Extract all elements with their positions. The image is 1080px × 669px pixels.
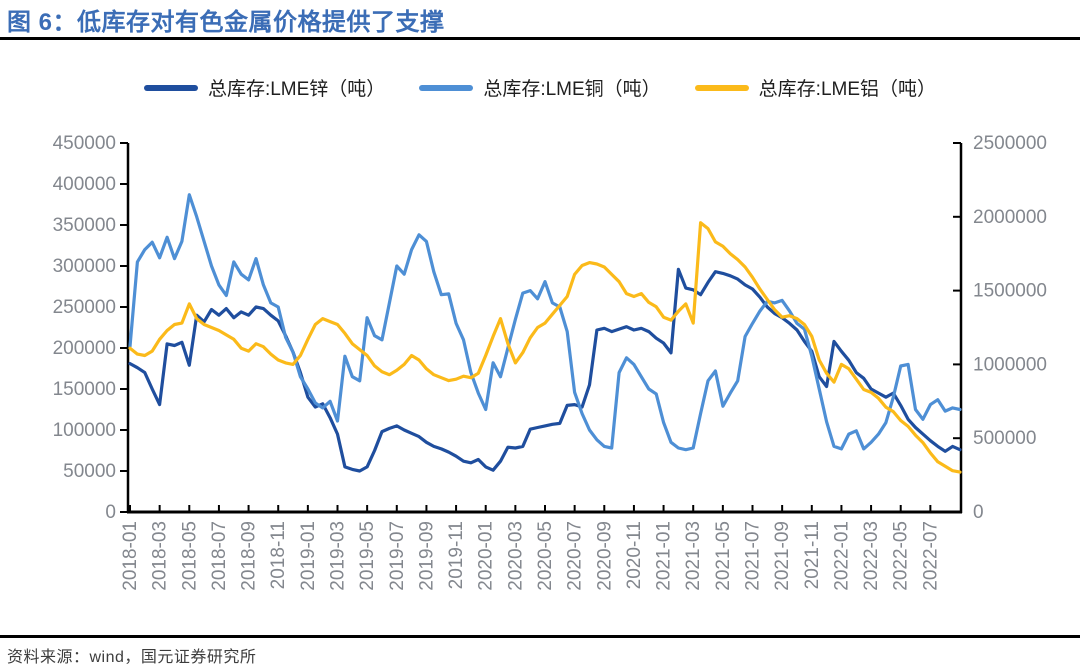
y-axis-left-tick-label: 50000 [63, 461, 116, 482]
legend-label-zinc: 总库存:LME锌（吨） [207, 79, 386, 100]
zinc-line [128, 267, 962, 473]
x-tick-label: 2021-07 [743, 521, 764, 591]
x-tick-label: 2019-03 [328, 521, 349, 591]
bottom-divider [0, 635, 1080, 638]
top-divider [0, 37, 1080, 40]
x-tick-label: 2022-03 [861, 521, 882, 591]
x-tick-label: 2018-07 [209, 521, 230, 591]
x-tick-label: 2019-07 [387, 521, 408, 591]
y-axis-left-tick-label: 350000 [53, 215, 116, 236]
aluminum-line [128, 221, 962, 474]
x-tick-label: 2020-05 [535, 521, 556, 591]
y-axis-left-tick-label: 150000 [53, 379, 116, 400]
y-axis-left-tick-label: 400000 [53, 174, 116, 195]
figure-title: 图 6：低库存对有色金属价格提供了支撑 [7, 9, 445, 36]
x-tick-label: 2022-05 [891, 521, 912, 591]
x-tick-label: 2021-09 [772, 521, 793, 591]
y-axis-right-tick-label: 0 [973, 502, 984, 523]
y-axis-left-tick-label: 200000 [53, 338, 116, 359]
legend-label-copper: 总库存:LME铜（吨） [483, 79, 661, 100]
legend-item-zinc: 总库存:LME锌（吨） [143, 74, 386, 101]
x-tick-label: 2021-03 [683, 521, 704, 591]
source-note: 资料来源：wind，国元证券研究所 [7, 649, 257, 666]
x-tick-label: 2018-11 [268, 521, 289, 589]
y-axis-left-tick-label: 100000 [53, 420, 116, 441]
aluminum-line-swatch [694, 84, 749, 91]
x-tick-label: 2020-01 [476, 521, 497, 591]
y-axis-right-tick-label: 2500000 [973, 133, 1047, 154]
y-axis-left-tick-label: 300000 [53, 256, 116, 277]
copper-line-swatch [419, 84, 474, 91]
x-tick-label: 2018-09 [239, 521, 260, 591]
y-axis-left-tick-label: 450000 [53, 133, 116, 154]
x-tick-label: 2018-05 [179, 521, 200, 591]
zinc-line-swatch [143, 84, 198, 91]
y-axis-right-tick-label: 1500000 [973, 281, 1047, 302]
x-tick-label: 2019-09 [416, 521, 437, 591]
copper-line [128, 193, 962, 452]
x-tick-label: 2018-03 [150, 521, 171, 591]
x-tick-label: 2020-09 [594, 521, 615, 591]
x-tick-label: 2021-01 [654, 521, 675, 591]
x-tick-label: 2022-07 [920, 521, 941, 591]
legend-label-aluminum: 总库存:LME铝（吨） [758, 79, 937, 100]
x-tick-label: 2018-01 [120, 521, 141, 591]
x-tick-label: 2021-11 [802, 521, 823, 589]
legend-item-copper: 总库存:LME铜（吨） [419, 74, 661, 101]
x-tick-label: 2021-05 [713, 521, 734, 591]
y-axis-right-tick-label: 500000 [973, 428, 1036, 449]
x-tick-label: 2020-11 [624, 521, 645, 589]
x-tick-label: 2019-11 [446, 521, 467, 589]
x-tick-label: 2020-07 [565, 521, 586, 591]
y-axis-right-tick-label: 1000000 [973, 354, 1047, 375]
x-tick-label: 2019-05 [357, 521, 378, 591]
x-tick-label: 2020-03 [505, 521, 526, 591]
y-axis-left-tick-label: 250000 [53, 297, 116, 318]
chart-legend: 总库存:LME锌（吨） 总库存:LME铜（吨） 总库存:LME铝（吨） [0, 74, 1080, 101]
y-axis-left-tick-label: 0 [105, 502, 116, 523]
x-tick-label: 2022-01 [831, 521, 852, 591]
x-tick-label: 2019-01 [298, 521, 319, 591]
y-axis-right-tick-label: 2000000 [973, 207, 1047, 228]
legend-item-aluminum: 总库存:LME铝（吨） [694, 74, 937, 101]
